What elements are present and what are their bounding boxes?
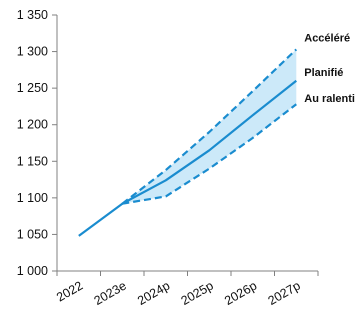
y-tick-label: 1 250 bbox=[17, 81, 48, 95]
x-tick-label: 2025p bbox=[179, 278, 216, 308]
series-line-au-ralenti bbox=[122, 103, 297, 205]
series-line-accelere bbox=[121, 48, 298, 205]
y-tick-label: 1 000 bbox=[17, 264, 48, 278]
y-tick-label: 1 300 bbox=[17, 45, 48, 59]
x-tick-label: 2024p bbox=[135, 278, 172, 308]
scenario-band bbox=[122, 49, 297, 204]
series-layer bbox=[78, 48, 298, 237]
series-label-au-ralenti: Au ralenti bbox=[304, 93, 355, 105]
x-tick-label: 2026p bbox=[222, 278, 259, 308]
axes: 1 000 1 050 1 100 1 150 1 200 1 250 1 300 1 350… bbox=[17, 8, 319, 308]
labels-layer: Planifié Accéléré Au ralenti bbox=[304, 32, 355, 105]
scenario-band-layer bbox=[122, 49, 297, 204]
x-tick-label: 2022 bbox=[54, 278, 85, 304]
series-label-planifie: Planifié bbox=[304, 67, 343, 79]
y-tick-label: 1 200 bbox=[17, 118, 48, 132]
series-label-accelere: Accéléré bbox=[304, 32, 350, 44]
series-line-planifie bbox=[78, 79, 297, 237]
y-tick-label: 1 100 bbox=[17, 191, 48, 205]
x-tick-label: 2027p bbox=[266, 278, 303, 308]
y-tick-label: 1 350 bbox=[17, 8, 48, 22]
x-tick-label: 2023e bbox=[92, 278, 129, 308]
y-tick-label: 1 150 bbox=[17, 154, 48, 168]
y-tick-label: 1 050 bbox=[17, 227, 48, 241]
